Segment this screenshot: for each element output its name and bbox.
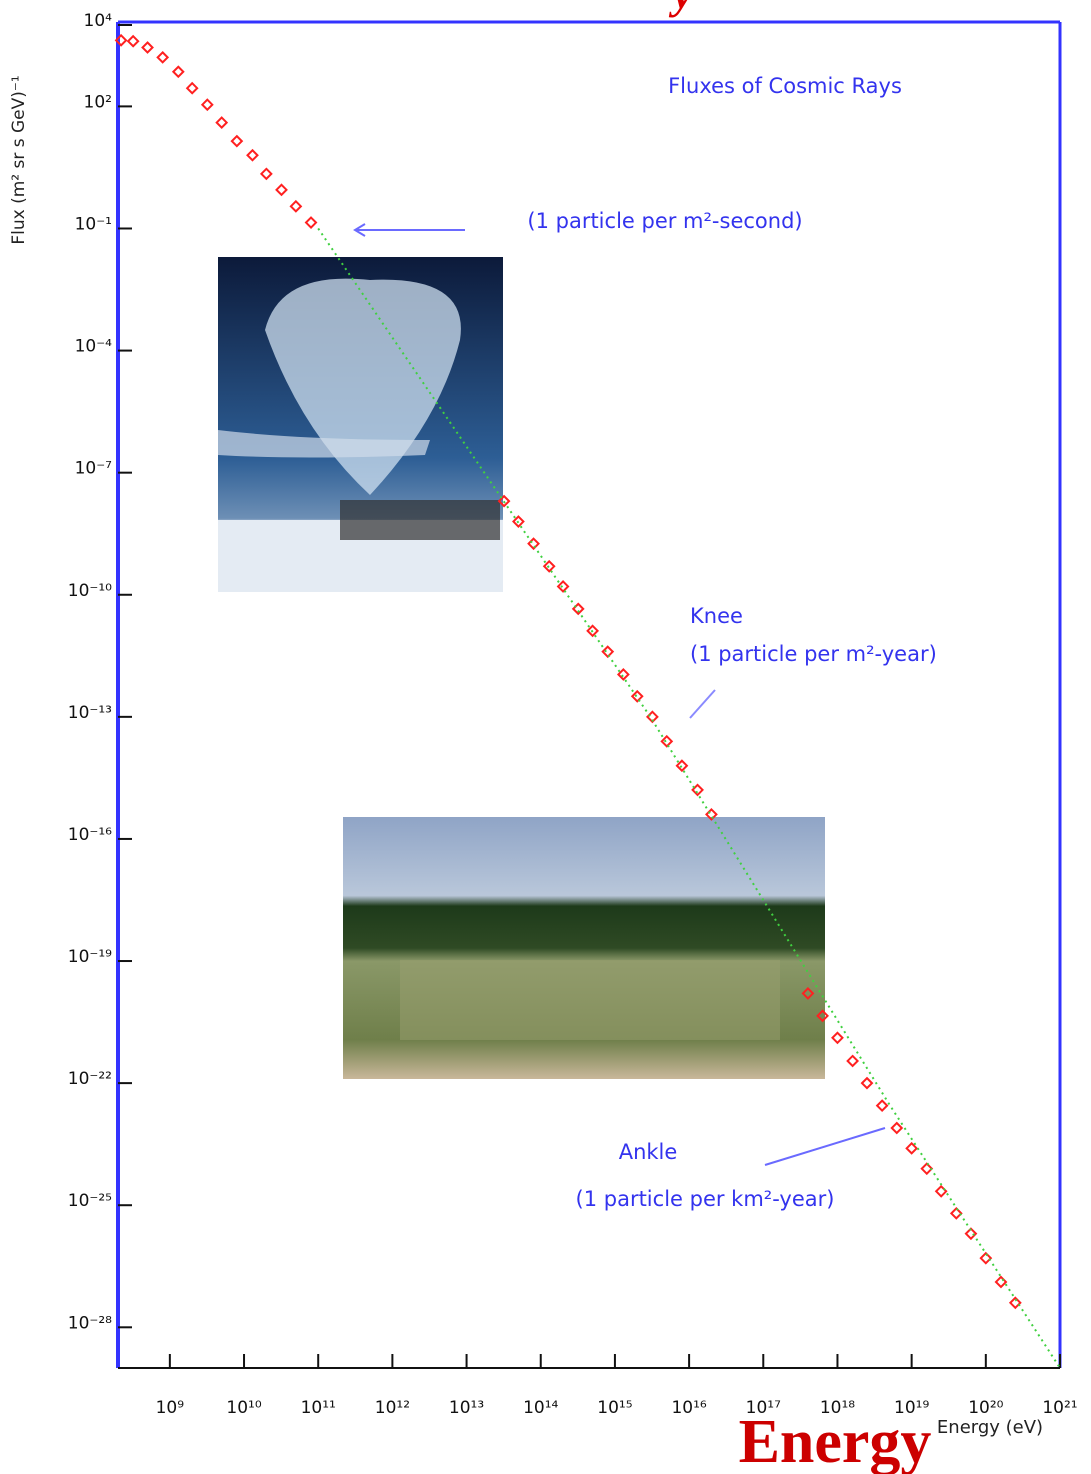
data-point (877, 1101, 887, 1111)
y-tick-label: 10⁻¹ (75, 214, 112, 234)
data-point (892, 1123, 902, 1133)
x-tick-label: 10⁹ (156, 1398, 185, 1418)
annotation: (1 particle per km²-year) (576, 1187, 835, 1211)
data-point (936, 1186, 946, 1196)
arrow (765, 1128, 885, 1165)
data-point (143, 42, 153, 52)
y-axis-label: Flux (m² sr s GeV)⁻¹ (9, 75, 29, 244)
data-point (558, 581, 568, 591)
chart: Fluxes of Cosmic Rays (1 particle per m²… (0, 0, 1091, 1474)
y-tick-label: 10⁻²² (68, 1069, 112, 1089)
data-point (187, 83, 197, 93)
x-tick-label: 10¹⁹ (894, 1398, 929, 1418)
x-tick-label: 10¹⁵ (597, 1398, 632, 1418)
y-tick-label: 10⁻¹³ (68, 703, 112, 723)
data-point (202, 100, 212, 110)
data-point (951, 1208, 961, 1218)
x-tick-label: 10¹¹ (301, 1398, 336, 1418)
x-axis-label: Energy (eV) (937, 1417, 1043, 1438)
data-point (217, 118, 227, 128)
y-tick-label: 10⁻¹⁶ (68, 825, 112, 845)
data-point (862, 1078, 872, 1088)
x-tick-label: 10¹⁷ (746, 1398, 781, 1418)
field-photo (343, 817, 825, 1079)
data-point (306, 218, 316, 228)
data-point (276, 185, 286, 195)
data-point (603, 647, 613, 657)
y-tick-label: 10⁻¹⁹ (68, 947, 112, 967)
data-point (632, 691, 642, 701)
y-tick-label: 10⁻²⁸ (68, 1313, 112, 1333)
data-point (158, 52, 168, 62)
data-point (291, 201, 301, 211)
y-tick-label: 10⁴ (84, 11, 113, 31)
annotation: Fluxes of Cosmic Rays (668, 74, 902, 98)
data-point (128, 36, 138, 46)
y-tick-label: 10⁻⁷ (75, 459, 113, 479)
arrow (690, 690, 715, 718)
page: Fluxes of Cosmic Rays (1 particle per m²… (0, 0, 1091, 1474)
balloon-photo (218, 257, 503, 592)
data-point (529, 539, 539, 549)
y-tick-label: 10² (84, 92, 112, 112)
chart-title: y (668, 0, 693, 18)
data-point (544, 561, 554, 571)
x-tick-label: 10¹⁴ (523, 1398, 558, 1418)
data-point (662, 736, 672, 746)
x-tick-label: 10¹⁸ (820, 1398, 855, 1418)
data-point (261, 169, 271, 179)
annotation: (1 particle per m²-second) (527, 209, 802, 233)
annotation: (1 particle per m²-year) (690, 642, 937, 666)
x-tick-label: 10¹² (375, 1398, 410, 1418)
data-point (848, 1056, 858, 1066)
y-tick-label: 10⁻⁴ (75, 337, 113, 357)
data-point (247, 150, 257, 160)
x-tick-label: 10²⁰ (968, 1398, 1003, 1418)
data-point (832, 1033, 842, 1043)
data-point (232, 136, 242, 146)
annotation: Knee (690, 604, 743, 628)
y-tick-label: 10⁻¹⁰ (68, 581, 112, 601)
x-tick-label: 10¹⁰ (226, 1398, 261, 1418)
x-tick-label: 10²¹ (1042, 1398, 1077, 1418)
data-point (996, 1277, 1006, 1287)
x-tick-label: 10¹³ (449, 1398, 484, 1418)
y-tick-label: 10⁻²⁵ (68, 1191, 112, 1211)
x-tick-label: 10¹⁶ (671, 1398, 706, 1418)
annotation: Ankle (619, 1140, 678, 1164)
data-point (173, 67, 183, 77)
